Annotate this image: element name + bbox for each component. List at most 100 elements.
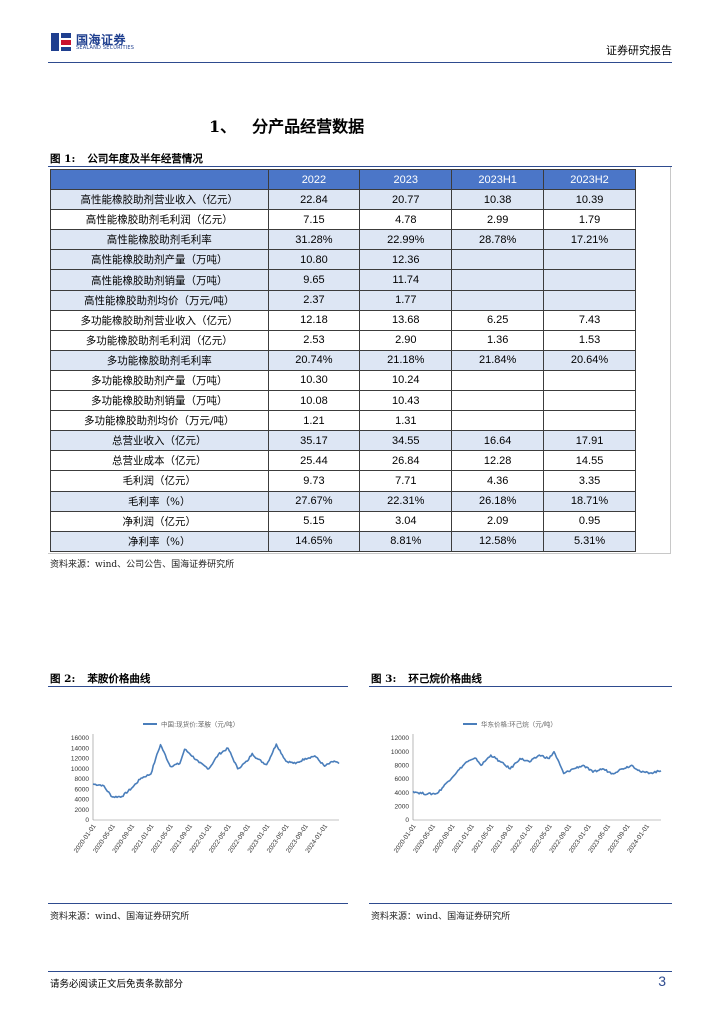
aniline-chart-svg: 中国:现货价:苯胺（元/吨） 0 2000 4000 6000 8000 10000 1200…: [71, 720, 340, 854]
table-cell: [451, 249, 545, 271]
table-header-cell: [50, 168, 269, 191]
table-cell: 7.71: [359, 470, 453, 492]
operating-data-table: 2022 2023 2023H1 2023H2 高性能橡胶助剂营业收入（亿元） 2…: [50, 168, 636, 552]
figure3-title: 环己烷价格曲线: [408, 673, 482, 685]
table-row: 多功能橡胶助剂均价（万元/吨） 1.21 1.31: [50, 410, 636, 432]
table-cell: 22.84: [267, 189, 361, 211]
logo-name-en: SEALAND SECURITIES: [76, 45, 135, 51]
row-label: 多功能橡胶助剂营业收入（亿元）: [50, 309, 269, 331]
table-cell: 14.55: [543, 450, 636, 472]
table-cell: 16.64: [451, 430, 545, 452]
row-label: 毛利润（亿元）: [50, 470, 269, 492]
figure2-rule-bottom: [48, 903, 348, 904]
report-type: 证券研究报告: [606, 44, 672, 57]
row-label: 总营业收入（亿元）: [50, 430, 269, 452]
logo-name-cn: 国海证券: [76, 33, 127, 47]
cyclohexane-price-chart: 华东价格:环己烷（元/吨） 0 2000 4000 6000 8000 10000 12000…: [375, 712, 667, 892]
row-label: 毛利率（%）: [50, 490, 269, 512]
table-cell: 11.74: [359, 269, 453, 291]
table-row: 净利率（%） 14.65% 8.81% 12.58% 5.31%: [50, 530, 636, 552]
table-row: 高性能橡胶助剂营业收入（亿元） 22.84 20.77 10.38 10.39: [50, 189, 636, 211]
table-cell: 1.79: [543, 209, 636, 231]
figure1-table-frame: 2022 2023 2023H1 2023H2 高性能橡胶助剂营业收入（亿元） 2…: [48, 167, 671, 554]
figure1-rule: [48, 166, 672, 167]
row-label: 净利率（%）: [50, 530, 269, 552]
y-tick-label: 0: [405, 817, 409, 824]
figure3-source: 资料来源：wind、国海证券研究所: [371, 912, 511, 922]
table-cell: 2.90: [359, 329, 453, 351]
table-cell: 10.80: [267, 249, 361, 271]
table-cell: 17.91: [543, 430, 636, 452]
table-cell: 5.15: [267, 510, 361, 532]
y-tick-label: 12000: [71, 756, 89, 763]
figure1-label: 图 1:: [50, 153, 76, 165]
row-label: 高性能橡胶助剂营业收入（亿元）: [50, 189, 269, 211]
figure2-rule-top: [48, 686, 348, 687]
table-cell: 10.38: [451, 189, 545, 211]
series-line: [412, 750, 662, 796]
y-tick-label: 0: [85, 817, 89, 824]
figure3-rule-top: [369, 686, 672, 687]
section-number: 1、: [209, 117, 237, 136]
table-cell: [543, 369, 636, 392]
row-label: 高性能橡胶助剂均价（万元/吨）: [50, 289, 269, 311]
table-cell: 35.17: [267, 430, 361, 452]
table-row: 高性能橡胶助剂毛利率 31.28% 22.99% 28.78% 17.21%: [50, 229, 636, 251]
row-label: 多功能橡胶助剂毛利率: [50, 349, 269, 371]
page-number: 3: [658, 973, 666, 989]
figure3-rule-bottom: [369, 903, 672, 904]
header-divider: [48, 62, 672, 63]
table-cell: 0.95: [543, 510, 636, 532]
table-cell: [451, 269, 545, 291]
row-label: 高性能橡胶助剂产量（万吨）: [50, 249, 269, 271]
y-tick-label: 2000: [75, 807, 90, 814]
table-cell: 26.84: [359, 450, 453, 472]
table-header-cell: 2023: [359, 168, 453, 191]
table-cell: [543, 269, 636, 291]
table-cell: 12.58%: [451, 530, 545, 552]
table-header-row: 2022 2023 2023H1 2023H2: [50, 168, 636, 191]
table-cell: 3.35: [543, 470, 636, 492]
table-cell: 21.84%: [451, 349, 545, 371]
table-row: 毛利润（亿元） 9.73 7.71 4.36 3.35: [50, 470, 636, 492]
y-tick-label: 2000: [395, 804, 410, 811]
y-tick-label: 8000: [75, 776, 90, 783]
table-cell: [451, 410, 545, 432]
row-label: 多功能橡胶助剂销量（万吨）: [50, 390, 269, 412]
series-line: [92, 743, 340, 799]
table-cell: 20.74%: [267, 349, 361, 371]
table-cell: 21.18%: [359, 349, 453, 371]
y-tick-label: 10000: [71, 766, 89, 773]
row-label: 多功能橡胶助剂毛利润（亿元）: [50, 329, 269, 351]
table-cell: 10.39: [543, 189, 636, 211]
figure1-source: 资料来源：wind、公司公告、国海证券研究所: [50, 560, 235, 570]
table-cell: 26.18%: [451, 490, 545, 512]
table-cell: 18.71%: [543, 490, 636, 512]
y-tick-label: 6000: [75, 786, 90, 793]
figure3-caption: 图 3: 环己烷价格曲线: [371, 671, 482, 686]
table-cell: [543, 249, 636, 271]
table-cell: 12.28: [451, 450, 545, 472]
table-cell: 20.77: [359, 189, 453, 211]
table-cell: 9.73: [267, 470, 361, 492]
table-row: 净利润（亿元） 5.15 3.04 2.09 0.95: [50, 510, 636, 532]
table-cell: 28.78%: [451, 229, 545, 251]
y-tick-label: 14000: [71, 745, 89, 752]
table-cell: 2.37: [267, 289, 361, 311]
figure1-title: 公司年度及半年经营情况: [87, 153, 203, 165]
table-cell: [543, 289, 636, 311]
table-cell: 9.65: [267, 269, 361, 291]
y-tick-label: 12000: [391, 735, 409, 742]
table-cell: 2.09: [451, 510, 545, 532]
table-cell: 10.08: [267, 390, 361, 412]
y-tick-label: 8000: [395, 763, 410, 770]
table-cell: 6.25: [451, 309, 545, 331]
table-row: 多功能橡胶助剂销量（万吨） 10.08 10.43: [50, 390, 636, 412]
table-cell: 17.21%: [543, 229, 636, 251]
table-cell: 7.15: [267, 209, 361, 231]
row-label: 高性能橡胶助剂销量（万吨）: [50, 269, 269, 291]
legend-label: 中国:现货价:苯胺（元/吨）: [161, 720, 239, 729]
table-row: 多功能橡胶助剂产量（万吨） 10.30 10.24: [50, 369, 636, 392]
table-cell: 4.78: [359, 209, 453, 231]
table-cell: 5.31%: [543, 530, 636, 552]
